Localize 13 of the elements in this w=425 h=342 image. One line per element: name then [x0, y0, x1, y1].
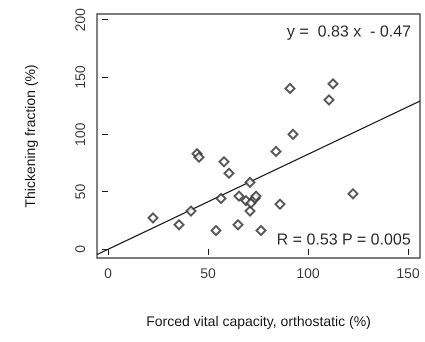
y-tick-label: 0 [72, 244, 88, 253]
annotation: y = 0.83 x - 0.47 [286, 24, 412, 40]
y-axis-title: Thickening fraction (%) [22, 64, 38, 208]
x-axis-title: Forced vital capacity, orthostatic (%) [146, 313, 371, 329]
y-tick-label: 200 [72, 8, 88, 32]
y-tick-label: 100 [72, 122, 88, 146]
annotation: R = 0.53 P = 0.005 [276, 232, 411, 248]
y-tick-label: 150 [72, 65, 88, 89]
y-tick-label: 50 [72, 184, 88, 200]
x-tick-label: 150 [396, 265, 420, 281]
x-tick-label: 0 [104, 265, 112, 281]
x-tick-label: 100 [296, 265, 320, 281]
x-tick-label: 50 [200, 265, 216, 281]
